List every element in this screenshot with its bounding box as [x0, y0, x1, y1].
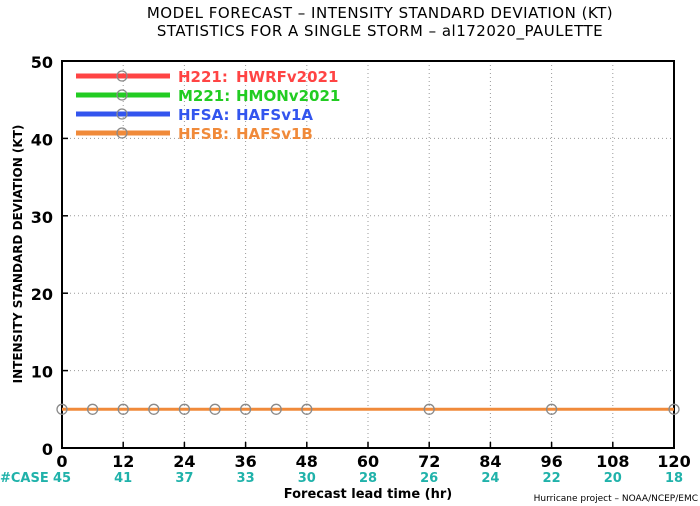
x-tick-label: 120	[657, 452, 690, 471]
x-tick-label: 0	[56, 452, 67, 471]
legend-key: M221:	[178, 87, 230, 105]
y-axis-label: INTENSITY STANDARD DEVIATION (KT)	[11, 125, 25, 384]
series-point	[209, 403, 221, 415]
series-point	[239, 403, 252, 415]
case-count: 20	[604, 471, 622, 486]
case-count: 24	[481, 471, 499, 486]
x-tick-label: 108	[596, 452, 629, 471]
legend-label: HMONv2021	[236, 87, 340, 105]
series-point	[545, 403, 558, 415]
y-tick-label: 20	[31, 285, 53, 304]
series-point	[178, 403, 191, 415]
x-tick-label: 36	[234, 452, 256, 471]
x-ticks: 0 12 24 36 48 60 72 84 96 108 120	[56, 442, 691, 471]
case-count: 41	[114, 471, 132, 486]
case-count: 18	[665, 471, 683, 486]
chart-subtitle: STATISTICS FOR A SINGLE STORM – al172020…	[157, 22, 603, 41]
series-point	[148, 403, 160, 415]
series-layer	[56, 403, 680, 415]
case-label: #CASE	[0, 471, 49, 486]
x-tick-label: 84	[479, 452, 501, 471]
case-count: 28	[359, 471, 377, 486]
y-tick-label: 0	[42, 440, 53, 459]
series-point	[423, 403, 435, 415]
legend-marker	[116, 108, 128, 120]
x-tick-label: 12	[112, 452, 134, 471]
y-ticks: 0 10 20 30 40 50	[31, 53, 68, 459]
x-tick-label: 60	[357, 452, 379, 471]
legend-key: HFSB:	[178, 125, 229, 143]
y-tick-label: 10	[31, 363, 53, 382]
series-point	[86, 403, 99, 415]
legend-label: HAFSv1A	[236, 106, 313, 124]
legend: H221: HWRFv2021 M221: HMONv2021 HFSA: HAFSv1A…	[76, 68, 340, 143]
series-point	[301, 403, 313, 415]
series-point	[668, 403, 680, 415]
series-point	[56, 403, 68, 415]
legend-label: HWRFv2021	[236, 68, 338, 86]
credit-text: Hurricane project – NOAA/NCEP/EMC	[534, 494, 698, 504]
series-point	[270, 403, 282, 415]
legend-label: HAFSv1B	[236, 125, 313, 143]
y-tick-label: 40	[31, 130, 53, 149]
y-tick-label: 30	[31, 208, 53, 227]
case-counts: 45 41 37 33 30 28 26 24 22 20 18	[53, 471, 683, 486]
x-tick-label: 96	[540, 452, 562, 471]
case-count: 30	[298, 471, 316, 486]
legend-key: HFSA:	[178, 106, 230, 124]
x-tick-label: 48	[296, 452, 318, 471]
case-count: 22	[543, 471, 561, 486]
legend-marker	[116, 89, 128, 101]
x-tick-label: 72	[418, 452, 440, 471]
y-tick-label: 50	[31, 53, 53, 72]
legend-marker	[116, 127, 128, 139]
series-point	[117, 403, 129, 415]
case-count: 26	[420, 471, 438, 486]
case-count: 33	[237, 471, 255, 486]
case-count: 45	[53, 471, 71, 486]
x-tick-label: 24	[173, 452, 195, 471]
x-axis-label: Forecast lead time (hr)	[284, 487, 452, 502]
chart-title: MODEL FORECAST – INTENSITY STANDARD DEVI…	[147, 4, 613, 22]
grid	[62, 61, 674, 448]
legend-key: H221:	[178, 68, 228, 86]
case-count: 37	[175, 471, 193, 486]
legend-marker	[116, 70, 128, 82]
